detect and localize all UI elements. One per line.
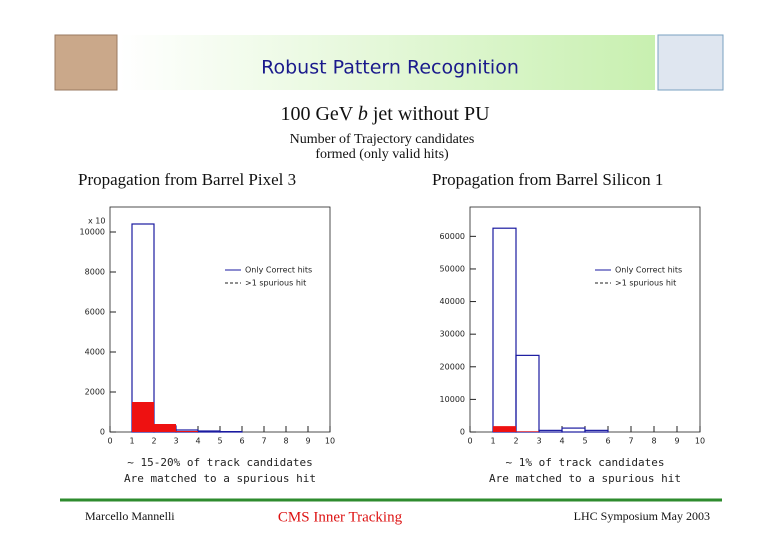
x-tick-label: 1 [129, 437, 134, 446]
x-tick-label: 3 [173, 437, 178, 446]
x-tick-label: 5 [582, 437, 587, 446]
x-tick-label: 8 [651, 437, 656, 446]
y-tick-label: 6000 [85, 308, 105, 317]
y-tick-label: 30000 [440, 330, 465, 339]
caption: ~ 15-20% of track candidates [127, 456, 312, 469]
filled-bar [493, 426, 516, 432]
chart-title: Propagation from Barrel Pixel 3 [78, 170, 296, 189]
note: Number of Trajectory candidates [290, 132, 475, 147]
x-tick-label: 9 [305, 437, 310, 446]
outline-bar [515, 354, 540, 433]
footer-center: CMS Inner Tracking [278, 509, 403, 525]
note: formed (only valid hits) [315, 147, 449, 162]
legend-label: Only Correct hits [615, 266, 682, 275]
x-tick-label: 3 [536, 437, 541, 446]
outline-bar [561, 427, 586, 433]
y-tick-label: 0 [100, 428, 105, 437]
x-tick-label: 4 [559, 437, 564, 446]
y-multiplier: x 10 [88, 217, 105, 226]
y-tick-label: 4000 [85, 348, 105, 357]
detector-image [54, 34, 118, 91]
x-tick-label: 0 [467, 437, 472, 446]
y-tick-label: 2000 [85, 388, 105, 397]
y-tick-label: 40000 [440, 297, 465, 306]
subtitle: 100 GeV b jet without PU [280, 103, 490, 125]
subtitle-part: 100 GeV [280, 103, 353, 125]
subtitle-part: jet without PU [372, 103, 490, 125]
caption: ~ 1% of track candidates [506, 456, 665, 469]
outline-bar [131, 223, 155, 433]
x-tick-label: 1 [490, 437, 495, 446]
cms-logo [657, 34, 724, 91]
filled-bar [516, 431, 539, 432]
x-tick-label: 6 [605, 437, 610, 446]
outline-bar [197, 430, 221, 433]
y-tick-label: 50000 [440, 264, 465, 273]
x-tick-label: 7 [261, 437, 266, 446]
legend-label: Only Correct hits [245, 266, 312, 275]
x-tick-label: 0 [107, 437, 112, 446]
x-tick-label: 2 [151, 437, 156, 446]
footer-left: Marcello Mannelli [85, 509, 175, 523]
outline-bar [538, 429, 563, 433]
x-tick-label: 2 [513, 437, 518, 446]
slide-title: Robust Pattern Recognition [261, 57, 519, 79]
outline-bar [492, 227, 517, 433]
caption: Are matched to a spurious hit [489, 472, 681, 485]
y-tick-label: 20000 [440, 362, 465, 371]
x-tick-label: 6 [239, 437, 244, 446]
x-tick-label: 4 [195, 437, 200, 446]
footer-right: LHC Symposium May 2003 [574, 509, 710, 523]
x-tick-label: 5 [217, 437, 222, 446]
filled-bar [176, 431, 198, 432]
outline-bar [584, 429, 609, 433]
plot-frame [469, 206, 701, 433]
x-tick-label: 9 [674, 437, 679, 446]
y-tick-label: 0 [460, 428, 465, 437]
filled-bar [154, 424, 176, 432]
filled-bar [132, 402, 154, 432]
caption: Are matched to a spurious hit [124, 472, 316, 485]
y-tick-label: 10000 [440, 395, 465, 404]
plot-frame [109, 206, 331, 433]
y-tick-label: 60000 [440, 232, 465, 241]
title-banner [120, 35, 655, 90]
subtitle-part: b [358, 103, 368, 125]
chart-title: Propagation from Barrel Silicon 1 [432, 170, 663, 189]
x-tick-label: 8 [283, 437, 288, 446]
y-tick-label: 10000 [80, 228, 105, 237]
y-tick-label: 8000 [85, 268, 105, 277]
legend-label: >1 spurious hit [245, 279, 306, 288]
legend-label: >1 spurious hit [615, 279, 676, 288]
x-tick-label: 10 [325, 437, 335, 446]
x-tick-label: 10 [695, 437, 705, 446]
x-tick-label: 7 [628, 437, 633, 446]
